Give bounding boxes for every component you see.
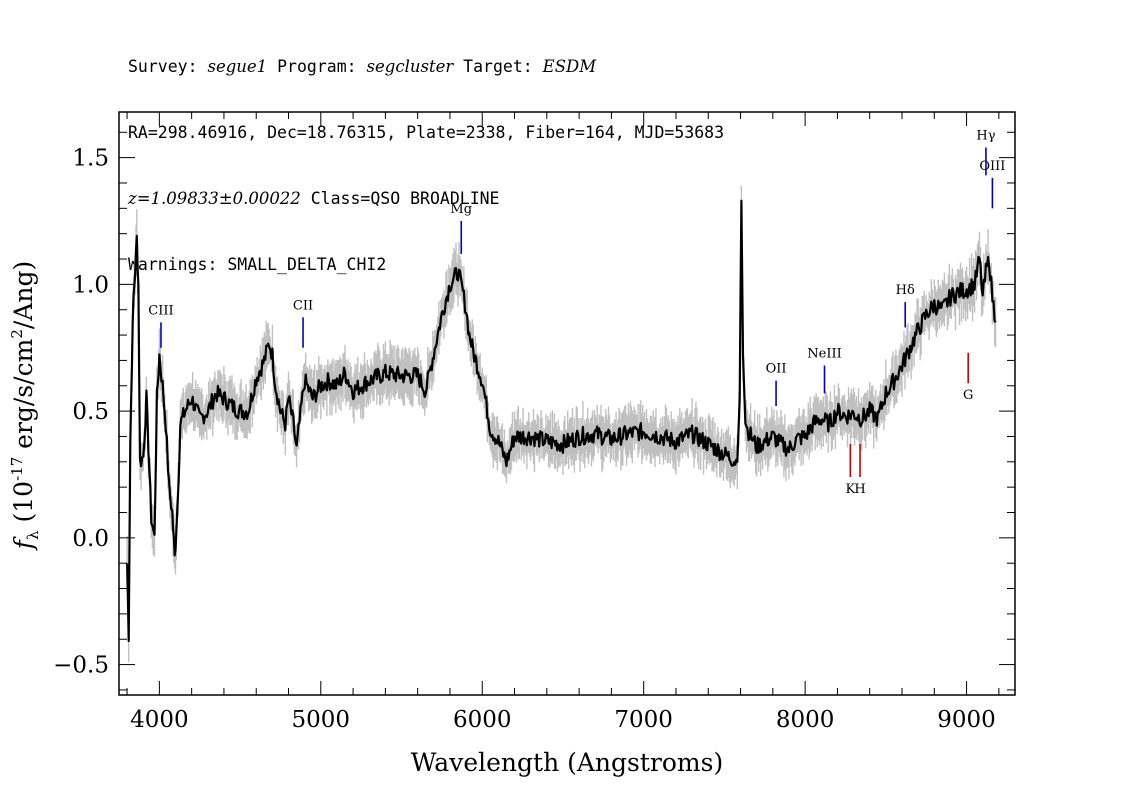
redshift-value: z=1.09833±0.00022 [128, 189, 301, 208]
header-line-3: z=1.09833±0.00022 Class=QSO BROADLINE [128, 188, 724, 210]
header-warnings: Warnings: SMALL_DELTA_CHI2 [128, 255, 387, 274]
line-marker: CIII [148, 303, 174, 348]
y-tick-label: 0.0 [72, 526, 109, 552]
x-axis-title: Wavelength (Angstroms) [411, 748, 723, 777]
line-marker-label: OII [766, 362, 787, 377]
target-value: ESDM [542, 57, 597, 76]
error-band-layer [126, 185, 997, 662]
y-tick-label: 0.5 [72, 399, 109, 425]
program-label: Program: [277, 57, 357, 76]
x-tick-label: 9000 [937, 707, 996, 733]
line-marker-label: CII [293, 298, 313, 313]
ticks-layer: 4000 5000 6000 7000 8000 9000 −0.5 0.0 0.5 1.0 1.5 [53, 112, 1015, 733]
line-marker: Mg [450, 202, 472, 254]
line-marker: OIII [979, 159, 1005, 209]
line-marker: Hδ [896, 283, 915, 328]
line-markers-layer: CIII CII Mg OII NeIII Hδ Hγ OIII K H G [148, 128, 1005, 497]
target-label: Target: [463, 57, 533, 76]
x-tick-label: 7000 [614, 707, 673, 733]
line-marker-label: Mg [450, 202, 472, 217]
line-marker-label: H [854, 482, 865, 497]
header-line-2: RA=298.46916, Dec=18.76315, Plate=2338, … [128, 123, 725, 142]
line-marker: Hγ [976, 128, 996, 176]
line-marker-label: NeIII [807, 346, 841, 361]
line-marker: OII [766, 362, 787, 407]
x-tick-label: 5000 [292, 707, 351, 733]
header-line-1: Survey: segue1 Program: segcluster Targe… [128, 56, 724, 78]
line-marker: K [845, 444, 855, 497]
x-tick-label: 6000 [453, 707, 512, 733]
x-tick-label: 4000 [130, 707, 189, 733]
line-marker-label: Hδ [896, 283, 915, 298]
y-axis-title: fλ (10-17 erg/s/cm2/Ang) [8, 261, 42, 551]
error-band [126, 185, 997, 662]
line-marker: G [963, 352, 973, 403]
flux-series-line [126, 199, 997, 643]
line-marker: H [854, 444, 866, 497]
y-tick-label: −0.5 [53, 653, 109, 679]
line-marker: NeIII [807, 346, 842, 394]
line-marker-label: K [845, 482, 855, 497]
line-marker-label: CIII [148, 303, 173, 318]
line-marker: CII [293, 298, 313, 348]
line-marker-label: Hγ [976, 128, 995, 143]
program-value: segcluster [366, 57, 454, 76]
flux-layer [126, 199, 997, 643]
y-tick-label: 1.5 [72, 146, 109, 172]
plot-frame [118, 111, 1016, 696]
spectrum-header: Survey: segue1 Program: segcluster Targe… [128, 12, 724, 298]
x-tick-label: 8000 [776, 707, 835, 733]
line-marker-label: G [963, 388, 973, 403]
survey-value: segue1 [207, 57, 268, 76]
line-marker-label: OIII [979, 159, 1005, 174]
class-value: Class=QSO BROADLINE [310, 189, 500, 208]
survey-label: Survey: [128, 57, 198, 76]
y-tick-label: 1.0 [72, 272, 109, 298]
